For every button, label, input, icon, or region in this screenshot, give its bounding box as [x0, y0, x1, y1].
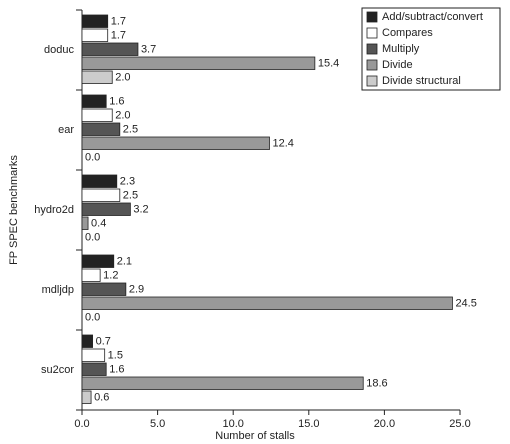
data-label: 0.6 — [94, 392, 109, 404]
bar — [81, 56, 316, 70]
data-label: 0.0 — [85, 312, 100, 324]
y-tick-label: ear — [58, 124, 74, 136]
legend-swatch — [366, 75, 378, 87]
data-label: 1.7 — [111, 30, 126, 42]
data-label: 1.2 — [103, 270, 118, 282]
bar — [81, 42, 139, 56]
y-tick-label: su2cor — [41, 364, 74, 376]
y-tick-label: mdljdp — [42, 284, 74, 296]
bar — [81, 202, 131, 216]
bar — [81, 70, 113, 84]
x-tick-label: 20.0 — [374, 418, 395, 430]
y-tick-label: doduc — [44, 44, 74, 56]
data-label: 12.4 — [272, 138, 293, 150]
legend-swatch — [366, 43, 378, 55]
data-label: 1.7 — [111, 16, 126, 28]
x-tick-label: 0.0 — [74, 418, 89, 430]
y-tick-label: hydro2d — [34, 204, 74, 216]
data-label: 2.5 — [123, 124, 138, 136]
data-label: 2.1 — [117, 256, 132, 268]
data-label: 0.7 — [96, 336, 111, 348]
legend-swatch — [366, 27, 378, 39]
x-tick-label: 5.0 — [150, 418, 165, 430]
legend-box — [361, 7, 501, 91]
legend-swatch — [366, 59, 378, 71]
bar — [81, 14, 109, 28]
data-label: 2.5 — [123, 190, 138, 202]
x-tick-label: 10.0 — [222, 418, 243, 430]
data-label: 2.0 — [115, 72, 130, 84]
bar — [81, 122, 121, 136]
data-label: 3.7 — [141, 44, 156, 56]
data-label: 24.5 — [455, 298, 476, 310]
data-label: 15.4 — [318, 58, 339, 70]
bar — [81, 376, 364, 390]
bar — [81, 254, 115, 268]
legend-swatch — [366, 11, 378, 23]
bar — [81, 390, 92, 404]
bar — [81, 268, 101, 282]
data-label: 18.6 — [366, 378, 387, 390]
bar — [81, 174, 118, 188]
legend-label: Divide — [382, 59, 413, 71]
bar — [81, 348, 106, 362]
data-label: 0.0 — [85, 152, 100, 164]
legend-label: Add/subtract/convert — [382, 11, 483, 23]
legend-label: Compares — [382, 27, 433, 39]
bar — [81, 188, 121, 202]
bar — [81, 28, 109, 42]
bar — [81, 136, 270, 150]
bar — [81, 282, 127, 296]
legend-label: Divide structural — [382, 75, 461, 87]
y-axis-label: FP SPEC benchmarks — [8, 155, 20, 265]
bar — [81, 216, 89, 230]
x-axis-label: Number of stalls — [215, 430, 295, 442]
bar — [81, 108, 113, 122]
data-label: 1.6 — [109, 364, 124, 376]
data-label: 3.2 — [133, 204, 148, 216]
data-label: 2.3 — [120, 176, 135, 188]
bar — [81, 296, 453, 310]
data-label: 1.6 — [109, 96, 124, 108]
x-tick-label: 25.0 — [449, 418, 470, 430]
data-label: 1.5 — [108, 350, 123, 362]
data-label: 0.0 — [85, 232, 100, 244]
bar — [81, 94, 107, 108]
legend-label: Multiply — [382, 43, 420, 55]
data-label: 2.0 — [115, 110, 130, 122]
bar — [81, 334, 93, 348]
x-tick-label: 15.0 — [298, 418, 319, 430]
data-label: 2.9 — [129, 284, 144, 296]
data-label: 0.4 — [91, 218, 106, 230]
bar — [81, 362, 107, 376]
